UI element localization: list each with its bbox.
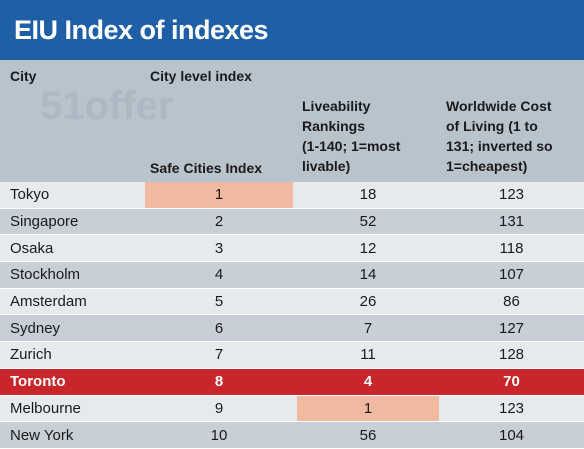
cell-safe-index: 8 <box>214 373 224 391</box>
cell-liveability: 12 <box>359 239 377 257</box>
header-liveability-line: (1-140; 1=most <box>302 138 401 154</box>
table-body: Tokyo 1 18 123 Singapore 2 52 131 Osaka 3 12 118 Sto… <box>0 182 584 449</box>
header-liveability-line: Rankings <box>302 118 366 134</box>
cell-cost-of-living: 123 <box>498 186 525 204</box>
table-row: Melbourne 9 1 123 <box>0 395 584 423</box>
cell-city: Amsterdam <box>10 293 87 311</box>
cell-liveability: 14 <box>359 266 377 284</box>
cell-city: Sydney <box>10 319 61 337</box>
cell-cost-of-living: 131 <box>498 213 525 231</box>
table-header: City City level index Safe Cities Index … <box>0 60 584 182</box>
table-row: Toronto 8 4 70 <box>0 368 584 396</box>
cell-city: Osaka <box>10 239 54 257</box>
cell-safe-index: 2 <box>214 213 224 231</box>
cell-safe-index: 7 <box>214 346 224 364</box>
header-liveability-line: Liveability <box>302 98 371 114</box>
header-liveability-line: livable) <box>302 158 351 174</box>
table-row: Amsterdam 5 26 86 <box>0 288 584 316</box>
cell-cost-of-living: 107 <box>498 266 525 284</box>
cell-liveability: 11 <box>360 346 376 364</box>
cell-city: Stockholm <box>10 266 81 284</box>
header-cost-line: 1=cheapest) <box>446 158 528 174</box>
header-group: City level index <box>150 68 252 84</box>
cell-safe-index: 3 <box>214 239 224 257</box>
cell-cost-of-living: 118 <box>499 239 524 257</box>
cell-liveability: 52 <box>359 213 377 231</box>
cell-cost-of-living: 127 <box>498 319 525 337</box>
table-row: Osaka 3 12 118 <box>0 235 584 263</box>
cell-city: Singapore <box>10 213 79 231</box>
table-row: Sydney 6 7 127 <box>0 315 584 343</box>
cell-liveability: 26 <box>359 293 377 311</box>
header-cost-line: of Living (1 to <box>446 118 538 134</box>
cell-safe-index: 5 <box>214 293 224 311</box>
cell-liveability: 18 <box>359 186 377 204</box>
table-row: Zurich 7 11 128 <box>0 342 584 369</box>
cell-liveability: 1 <box>297 395 439 422</box>
chart-title: EIU Index of indexes <box>14 14 269 45</box>
header-cost-line: Worldwide Cost <box>446 98 552 114</box>
cell-city: Zurich <box>10 346 52 364</box>
cell-cost-of-living: 128 <box>498 346 525 364</box>
header-city: City <box>10 68 37 84</box>
cell-liveability: 56 <box>359 426 377 444</box>
table-row: New York 10 56 104 <box>0 422 584 449</box>
cell-city: New York <box>10 426 74 444</box>
cell-cost-of-living: 70 <box>503 373 520 391</box>
cell-city: Melbourne <box>10 399 81 417</box>
header-liveability: Liveability Rankings (1-140; 1=most liva… <box>302 96 452 176</box>
title-bar: EIU Index of indexes <box>0 0 584 60</box>
cell-safe-index: 9 <box>214 399 224 417</box>
table-row: Tokyo 1 18 123 <box>0 182 584 209</box>
header-cost: Worldwide Cost of Living (1 to 131; inve… <box>446 96 584 176</box>
cell-safe-index: 6 <box>214 319 224 337</box>
cell-cost-of-living: 86 <box>503 293 520 311</box>
table-row: Singapore 2 52 131 <box>0 208 584 236</box>
cell-safe-index: 1 <box>145 182 293 208</box>
cell-city: Toronto <box>10 373 66 391</box>
header-cost-line: 131; inverted so <box>446 138 553 154</box>
cell-liveability: 4 <box>363 373 373 391</box>
cell-cost-of-living: 104 <box>498 426 525 444</box>
table-row: Stockholm 4 14 107 <box>0 262 584 289</box>
cell-liveability: 7 <box>363 319 373 337</box>
cell-cost-of-living: 123 <box>498 399 525 417</box>
cell-safe-index: 4 <box>214 266 224 284</box>
header-safe: Safe Cities Index <box>150 160 263 176</box>
cell-city: Tokyo <box>10 186 50 204</box>
cell-safe-index: 10 <box>210 426 228 444</box>
